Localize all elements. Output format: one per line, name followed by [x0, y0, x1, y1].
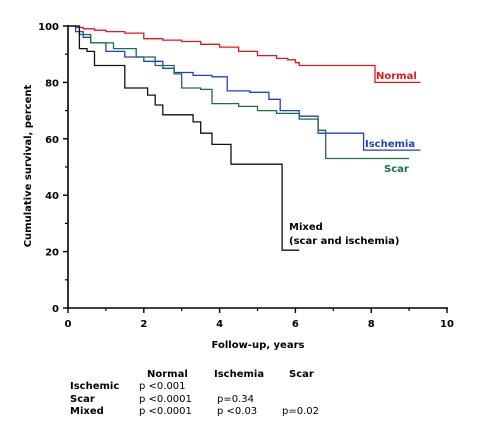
y-tick-label: 20 [45, 248, 59, 259]
series-lines [68, 25, 421, 251]
series-line-1 [68, 25, 421, 151]
series-line-3 [68, 25, 300, 251]
x-tick-label: 2 [140, 319, 147, 330]
y-axis-title: Cumulative survival, percent [23, 85, 34, 248]
label-normal: Normal [376, 71, 417, 82]
label-scar: Scar [384, 164, 409, 175]
x-axis-title: Follow-up, years [212, 340, 305, 351]
series-line-0 [68, 25, 421, 84]
x-tick-label: 4 [216, 319, 223, 330]
y-tick-label: 60 [45, 135, 59, 146]
x-tick-label: 6 [292, 319, 299, 330]
series-labels: Normal Ischemia Scar Mixed (scar and ischemi… [289, 71, 417, 247]
x-tick-label: 10 [440, 319, 454, 330]
y-tick-label: 40 [45, 191, 59, 202]
x-tick-label: 8 [368, 319, 375, 330]
label-mixed-line1: Mixed [289, 222, 323, 233]
label-mixed-line2: (scar and ischemia) [289, 236, 400, 247]
series-line-2 [68, 25, 410, 160]
x-tick-label: 0 [65, 319, 72, 330]
y-tick-label: 80 [45, 78, 59, 89]
y-tick-label: 0 [52, 304, 59, 315]
label-ischemia: Ischemia [365, 139, 415, 150]
y-tick-label: 100 [38, 22, 59, 33]
